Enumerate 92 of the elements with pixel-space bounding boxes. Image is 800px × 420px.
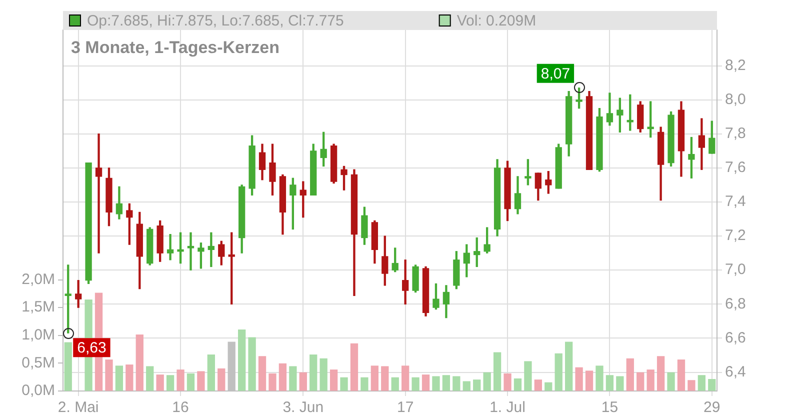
bar bbox=[207, 354, 215, 391]
candlestick bbox=[75, 280, 82, 308]
bar bbox=[636, 372, 644, 391]
bar bbox=[360, 377, 368, 391]
bar bbox=[514, 378, 522, 391]
bar bbox=[534, 380, 542, 391]
bar bbox=[289, 366, 297, 391]
bar bbox=[258, 356, 266, 391]
bar bbox=[544, 382, 552, 391]
y-tick-label: 6,4 bbox=[725, 363, 746, 380]
x-tick-label: 3. Jun bbox=[282, 399, 324, 416]
bar bbox=[554, 353, 562, 391]
text: 3 Monate, 1-Tages-Kerzen bbox=[71, 38, 280, 57]
bar bbox=[370, 366, 378, 391]
bar bbox=[105, 360, 113, 391]
bar bbox=[412, 377, 420, 391]
bar bbox=[452, 376, 460, 391]
bar bbox=[278, 363, 287, 391]
bar bbox=[575, 367, 583, 391]
y-tick-label: 7,0 bbox=[725, 261, 746, 278]
bar bbox=[473, 380, 481, 391]
y2-tick-label: 1,5M bbox=[22, 298, 55, 316]
bar bbox=[115, 366, 124, 391]
y-tick-label: 7,6 bbox=[725, 159, 746, 176]
bar bbox=[667, 372, 675, 391]
y-tick-label: 7,2 bbox=[725, 227, 746, 244]
bar bbox=[299, 372, 307, 391]
y-tick-label: 7,8 bbox=[725, 125, 746, 142]
bar bbox=[656, 356, 665, 391]
bar bbox=[677, 360, 686, 391]
bar bbox=[504, 373, 512, 391]
y-tick-label: 6,8 bbox=[725, 295, 746, 312]
bar bbox=[320, 358, 328, 391]
y2-tick-label: 0,0M bbox=[22, 382, 55, 400]
candlestick bbox=[208, 232, 214, 268]
bar bbox=[708, 378, 716, 391]
bar bbox=[197, 371, 205, 391]
x-tick-label: 2. Mai bbox=[58, 399, 99, 416]
x-tick-label: 16 bbox=[172, 399, 189, 416]
bar bbox=[156, 374, 164, 391]
bar bbox=[340, 377, 348, 391]
x-tick-label: 29 bbox=[704, 399, 720, 416]
legend-label: Vol: 0.209M bbox=[456, 12, 536, 30]
y2-tick-label: 0,5M bbox=[22, 354, 55, 372]
bar bbox=[606, 375, 614, 391]
candlestick bbox=[95, 134, 102, 254]
x-tick-label: 1. Jul bbox=[490, 399, 526, 416]
y-tick-label: 8,0 bbox=[725, 90, 746, 108]
y-tick-label: 7,4 bbox=[725, 193, 746, 210]
bar bbox=[146, 366, 154, 391]
bar bbox=[596, 366, 604, 391]
bar bbox=[350, 343, 358, 391]
legend-label: Op:7.685, Hi:7.875, Lo:7.685, Cl:7.775 bbox=[87, 12, 344, 30]
bar bbox=[698, 375, 706, 391]
annotation: 8,07 bbox=[540, 66, 570, 83]
bar bbox=[616, 376, 624, 391]
bar bbox=[126, 364, 134, 391]
x-tick-label: 15 bbox=[601, 399, 618, 416]
bar bbox=[646, 370, 654, 391]
bar bbox=[422, 374, 430, 391]
bar bbox=[524, 361, 532, 391]
bar bbox=[483, 372, 491, 391]
y-tick-label: 8,2 bbox=[725, 56, 746, 74]
bar bbox=[310, 354, 318, 391]
candlestick bbox=[187, 232, 194, 270]
bar bbox=[136, 334, 144, 391]
y-tick-label: 6,6 bbox=[725, 329, 746, 346]
bar bbox=[688, 380, 696, 391]
bar bbox=[585, 370, 594, 391]
bar bbox=[176, 370, 184, 391]
bar bbox=[565, 342, 573, 391]
bar bbox=[402, 366, 410, 391]
y2-tick-label: 1,0M bbox=[22, 326, 55, 344]
bar bbox=[493, 352, 502, 391]
bar bbox=[218, 368, 226, 391]
x-tick-label: 17 bbox=[396, 399, 414, 416]
candlestick bbox=[166, 234, 174, 260]
bar bbox=[268, 373, 276, 391]
bar bbox=[462, 381, 470, 391]
bar bbox=[432, 376, 440, 391]
bar bbox=[238, 329, 246, 391]
bar bbox=[391, 377, 399, 391]
bar bbox=[381, 366, 389, 391]
bar bbox=[330, 370, 338, 391]
y2-tick-label: 2,0M bbox=[22, 270, 55, 288]
bar bbox=[166, 375, 174, 391]
bar bbox=[186, 373, 195, 391]
bar bbox=[442, 375, 450, 391]
bar bbox=[248, 337, 256, 391]
annotation: 6,63 bbox=[77, 340, 106, 357]
bar bbox=[626, 358, 634, 391]
bar bbox=[64, 342, 72, 391]
